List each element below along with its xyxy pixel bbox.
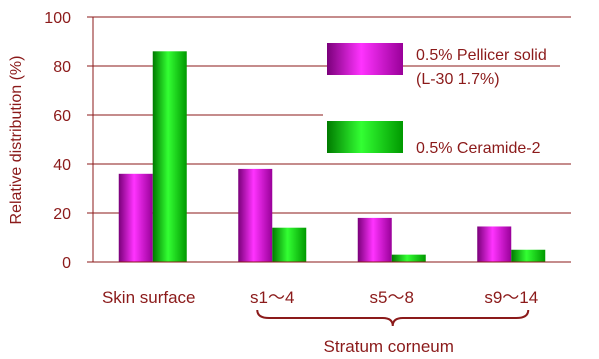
x-tick-label: s1〜4 (250, 288, 294, 307)
group-label: Stratum corneum (324, 337, 454, 356)
legend-label-0: 0.5% Pellicer solid (416, 47, 547, 64)
y-tick-label: 80 (53, 59, 71, 76)
legend-swatch-1 (327, 121, 403, 153)
bar-0-0 (118, 173, 153, 262)
group-brace (256, 309, 530, 327)
y-tick-label: 60 (53, 108, 71, 125)
bar-1-2 (391, 254, 426, 262)
y-axis-label: Relative distribution (%) (8, 56, 25, 225)
y-tick-label: 0 (62, 255, 71, 272)
legend-backdrop (560, 43, 574, 95)
legend-label-0: (L-30 1.7%) (416, 71, 500, 88)
bar-0-1 (238, 168, 273, 262)
x-tick-label: s9〜14 (484, 288, 538, 307)
bar-0-3 (477, 226, 512, 262)
y-tick-label: 100 (44, 10, 71, 27)
y-tick-label: 20 (53, 206, 71, 223)
x-tick-label: Skin surface (102, 288, 196, 307)
bar-1-0 (152, 51, 187, 262)
x-tick-label: s5〜8 (370, 288, 414, 307)
legend-label-1: 0.5% Ceramide-2 (416, 140, 541, 157)
bar-1-3 (511, 249, 546, 262)
bar-0-2 (357, 217, 392, 262)
legend-backdrop (323, 100, 573, 118)
y-tick-label: 40 (53, 157, 71, 174)
legend-swatch-0 (327, 43, 403, 75)
bar-1-1 (272, 227, 307, 262)
